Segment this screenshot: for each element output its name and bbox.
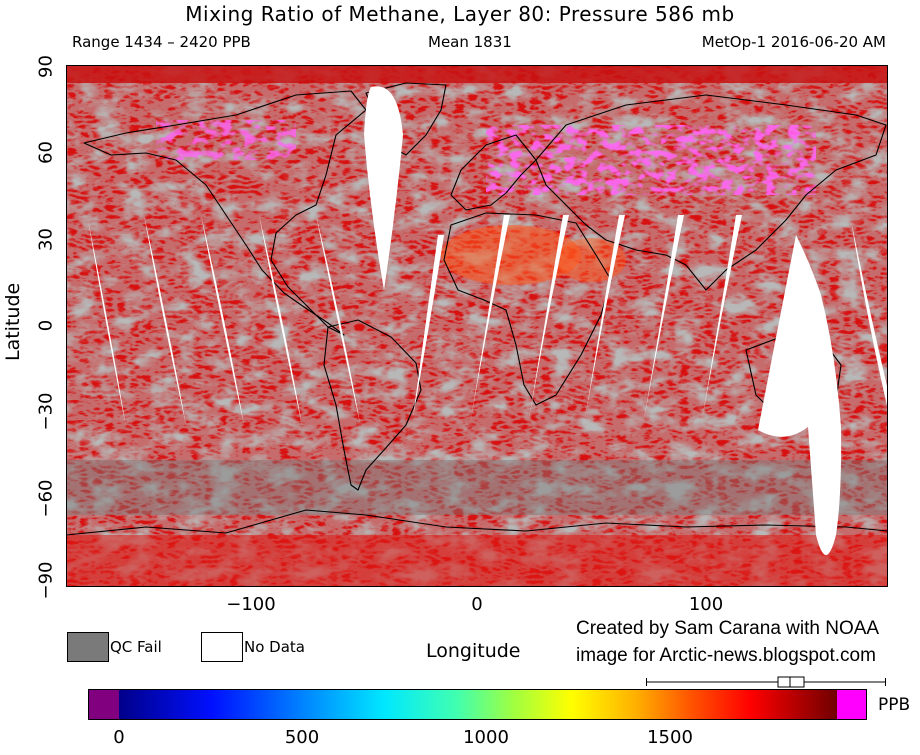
asia-outline (535, 94, 887, 291)
europe-outline (450, 134, 537, 211)
antarctica-outline (66, 509, 888, 536)
credit-line-2: image for Arctic-news.blogspot.com (576, 645, 876, 666)
y-tick-label: 60 (35, 141, 57, 164)
colorbar (88, 689, 867, 720)
y-tick-label: −60 (35, 479, 57, 518)
y-tick-label: 30 (35, 228, 57, 251)
arabia-orange-region (556, 238, 626, 282)
south-america-outline (323, 319, 422, 491)
sahara-orange-region (441, 225, 581, 285)
colorbar-low-swatch (89, 690, 119, 719)
credit-line-1: Created by Sam Carana with NOAA (576, 618, 880, 639)
north-america-outline (83, 90, 367, 336)
no-data-swatch (201, 632, 243, 662)
no-data-label: No Data (244, 638, 305, 656)
mean-label: Mean 1831 (428, 33, 512, 51)
high-methane-siberia (486, 125, 816, 195)
colorbar-tick: 1500 (647, 727, 693, 748)
y-tick-label: 0 (35, 319, 57, 332)
colorbar-gradient (119, 690, 837, 719)
colorbar-tick: 1000 (463, 727, 509, 748)
colorbar-unit: PPB (878, 695, 911, 715)
x-tick-label: −100 (226, 594, 276, 615)
north-pole-band (66, 65, 888, 83)
high-methane-canada (156, 120, 296, 160)
range-label: Range 1434 – 2420 PPB (72, 33, 251, 51)
colorbar-high-swatch (837, 690, 866, 719)
y-tick-label: −30 (35, 392, 57, 431)
y-tick-label: 90 (35, 55, 57, 78)
qc-fail-swatch (67, 632, 109, 662)
methane-map (66, 65, 888, 587)
colorbar-tick: 0 (113, 727, 125, 748)
map-border (66, 65, 888, 587)
satellite-date-label: MetOp-1 2016-06-20 AM (701, 33, 886, 51)
south-pole-band (66, 535, 888, 587)
y-tick-label: −90 (35, 561, 57, 600)
map-title: Mixing Ratio of Methane, Layer 80: Press… (185, 2, 735, 26)
x-tick-label: 0 (471, 594, 483, 615)
value-range-whisker (646, 676, 886, 688)
colorbar-tick: 500 (284, 727, 320, 748)
y-axis-title: Latitude (2, 282, 24, 361)
southern-ocean-band (66, 460, 888, 515)
no-data-swaths (88, 86, 888, 555)
qc-fail-label: QC Fail (110, 638, 162, 656)
x-axis-title: Longitude (426, 640, 521, 662)
x-tick-label: 100 (688, 594, 724, 615)
